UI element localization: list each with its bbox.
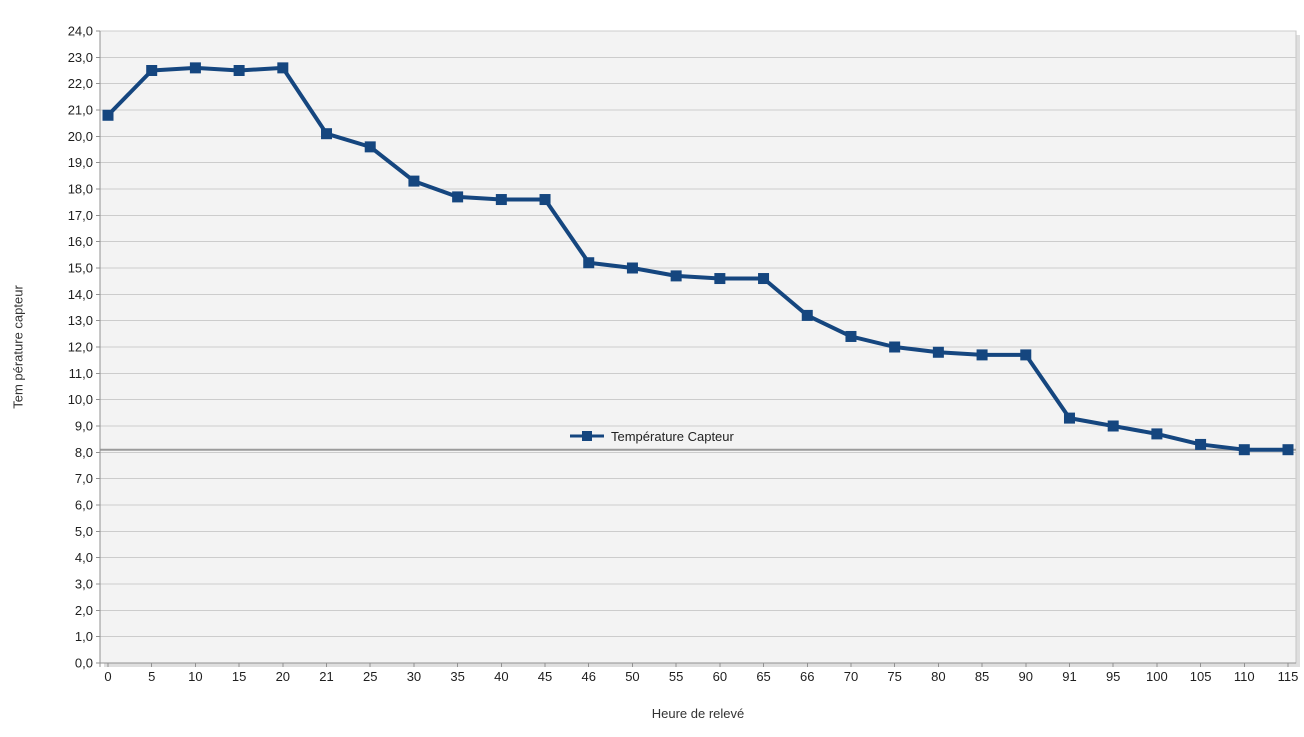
- x-tick-label: 100: [1146, 669, 1168, 684]
- x-tick-label: 40: [494, 669, 508, 684]
- legend-marker-icon: [570, 431, 604, 441]
- data-point-marker: [758, 273, 770, 285]
- series-line: [106, 65, 1290, 452]
- data-point-marker: [495, 194, 507, 206]
- x-tick-label: 55: [669, 669, 683, 684]
- x-tick-label: 80: [931, 669, 945, 684]
- data-point-marker: [408, 175, 420, 187]
- data-point-marker: [1238, 444, 1250, 456]
- y-tick-label: 3,0: [75, 577, 93, 592]
- data-point-marker: [452, 191, 464, 203]
- data-point-marker: [626, 262, 638, 274]
- y-tick-label: 4,0: [75, 550, 93, 565]
- y-tick-label: 9,0: [75, 419, 93, 434]
- data-point-marker: [277, 62, 289, 74]
- x-tick-label: 30: [407, 669, 421, 684]
- x-tick-label: 110: [1234, 669, 1255, 684]
- x-tick-label: 35: [450, 669, 464, 684]
- x-axis-title: Heure de relevé: [651, 706, 745, 721]
- data-point-marker: [670, 270, 682, 282]
- data-point-marker: [102, 109, 114, 121]
- x-tick-label: 25: [363, 669, 377, 684]
- y-tick-label: 10,0: [68, 392, 93, 407]
- y-tick-label: 5,0: [75, 524, 93, 539]
- y-tick-label: 21,0: [68, 103, 93, 118]
- y-tick-label: 8,0: [75, 445, 93, 460]
- legend-label: Température Capteur: [611, 428, 734, 444]
- x-tick-label: 65: [756, 669, 770, 684]
- y-tick-label: 0,0: [75, 656, 93, 671]
- x-tick-label: 75: [887, 669, 901, 684]
- y-tick-label: 6,0: [75, 498, 93, 513]
- y-tick-label: 2,0: [75, 603, 93, 618]
- x-tick-label: 10: [188, 669, 202, 684]
- y-tick-label: 13,0: [68, 313, 93, 328]
- x-tick-label: 70: [844, 669, 858, 684]
- x-tick-label: 46: [582, 669, 596, 684]
- x-tick-label: 95: [1106, 669, 1120, 684]
- x-tick-label: 0: [104, 669, 111, 684]
- x-tick-label: 91: [1062, 669, 1076, 684]
- y-tick-label: 20,0: [68, 129, 93, 144]
- x-tick-label: 66: [800, 669, 814, 684]
- x-tick-label: 15: [232, 669, 246, 684]
- data-point-marker: [1195, 438, 1207, 450]
- data-point-marker: [1063, 412, 1075, 424]
- y-tick-label: 18,0: [68, 182, 93, 197]
- data-point-marker: [233, 65, 245, 76]
- data-point-marker: [932, 346, 944, 358]
- x-tick-label: 45: [538, 669, 552, 684]
- data-point-marker: [1282, 444, 1294, 456]
- x-tick-label: 5: [148, 669, 155, 684]
- y-tick-label: 17,0: [68, 208, 93, 223]
- y-tick-label: 16,0: [68, 234, 93, 249]
- legend[interactable]: Température Capteur: [570, 427, 734, 445]
- data-point-marker: [583, 257, 595, 269]
- data-point-marker: [714, 273, 726, 285]
- data-point-marker: [146, 65, 158, 76]
- data-point-marker: [1107, 420, 1119, 432]
- y-tick-label: 19,0: [68, 155, 93, 170]
- x-tick-label: 115: [1278, 669, 1299, 684]
- y-tick-label: 14,0: [68, 287, 93, 302]
- data-point-marker: [845, 330, 857, 342]
- y-tick-label: 24,0: [68, 24, 93, 39]
- y-tick-label: 22,0: [68, 76, 93, 91]
- x-tick-label: 50: [625, 669, 639, 684]
- x-tick-label: 105: [1190, 669, 1212, 684]
- data-point-marker: [364, 141, 376, 153]
- y-axis-title: Tem pérature capteur: [10, 285, 26, 409]
- x-tick-label: 60: [713, 669, 727, 684]
- y-tick-label: 23,0: [68, 50, 93, 65]
- data-point-marker: [1151, 428, 1163, 440]
- data-point-marker: [1020, 349, 1032, 361]
- x-tick-label: 20: [276, 669, 290, 684]
- data-point-marker: [889, 341, 901, 353]
- y-tick-label: 15,0: [68, 261, 93, 276]
- data-point-marker: [321, 128, 333, 140]
- x-tick-label: 21: [319, 669, 333, 684]
- data-point-marker: [976, 349, 988, 361]
- x-tick-label: 85: [975, 669, 989, 684]
- legend-square: [582, 431, 592, 441]
- y-tick-label: 12,0: [68, 340, 93, 355]
- y-tick-label: 1,0: [75, 629, 93, 644]
- data-point-marker: [189, 62, 201, 74]
- data-point-marker: [539, 194, 551, 206]
- y-tick-label: 7,0: [75, 471, 93, 486]
- y-tick-label: 11,0: [69, 366, 93, 381]
- x-tick-label: 90: [1019, 669, 1033, 684]
- data-point-marker: [801, 309, 813, 321]
